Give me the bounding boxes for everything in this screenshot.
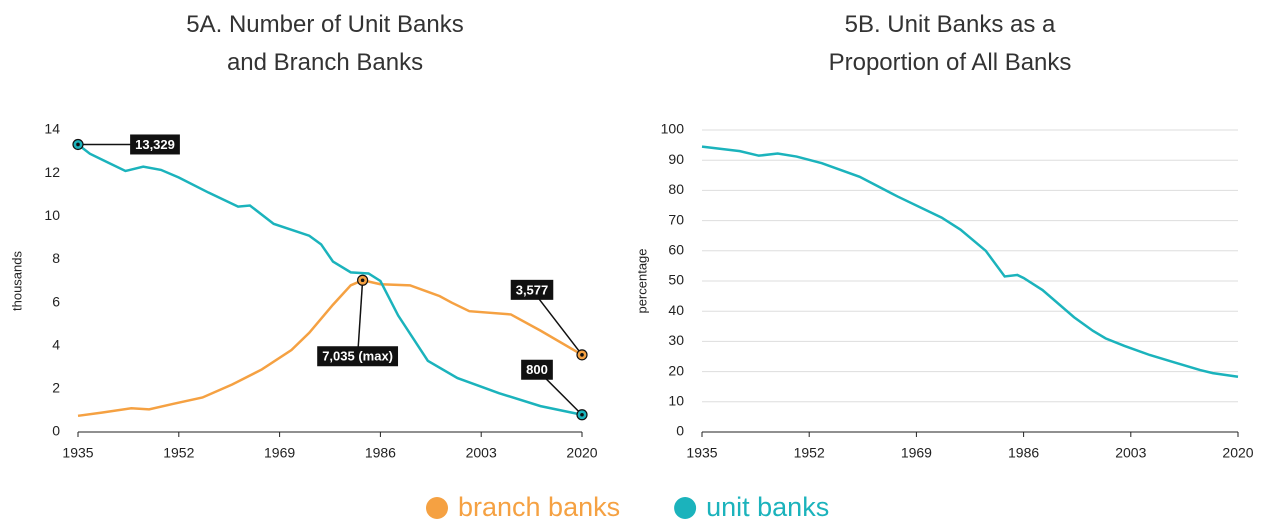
x-tick-label: 1986	[1008, 445, 1039, 461]
y-tick-label: 14	[44, 121, 60, 137]
y-tick-label: 4	[52, 336, 60, 352]
annotation-label: 13,329	[135, 137, 175, 152]
y-tick-label: 50	[668, 272, 684, 288]
data-line	[77, 143, 583, 416]
chart-title: 5B. Unit Banks as a Proportion of All Ba…	[828, 11, 1072, 76]
annotation: 800	[521, 359, 588, 421]
x-tick-label: 1935	[62, 445, 93, 461]
annotation-dot	[76, 142, 80, 147]
data-line	[701, 145, 1239, 378]
x-tick-label: 1952	[794, 445, 825, 461]
annotation-dot	[580, 353, 584, 357]
x-tick-label: 1952	[163, 445, 194, 461]
y-tick-label: 10	[44, 207, 60, 223]
y-tick-label: 10	[668, 393, 684, 409]
x-tick-label: 1935	[686, 445, 717, 461]
y-tick-label: 20	[668, 362, 684, 378]
y-tick-label: 70	[668, 211, 684, 227]
y-tick-label: 0	[676, 423, 684, 439]
annotation-dot	[360, 278, 365, 283]
y-tick-label: 6	[52, 293, 60, 309]
annotation-box	[510, 279, 554, 300]
y-axis-label: thousands	[9, 251, 24, 311]
chart-title: 5A. Number of Unit Banks and Branch Bank…	[186, 11, 464, 76]
legend-swatch	[674, 497, 697, 519]
annotation-dot	[580, 412, 584, 417]
data-line	[77, 278, 583, 418]
annotation-label: 800	[526, 362, 548, 377]
x-tick-label: 2003	[1115, 445, 1146, 461]
y-tick-label: 30	[668, 332, 684, 348]
y-tick-label: 100	[661, 121, 685, 137]
legend-label: unit banks	[706, 492, 829, 522]
y-tick-label: 2	[52, 380, 60, 396]
annotation-box	[521, 359, 553, 380]
annotation-leader	[531, 289, 583, 356]
annotation: 13,329	[72, 134, 180, 155]
y-tick-label: 90	[668, 151, 684, 167]
x-tick-label: 1969	[901, 445, 932, 461]
annotation: 7,035 (max)	[317, 274, 399, 367]
x-tick-label: 2020	[1222, 445, 1253, 461]
y-tick-label: 0	[52, 423, 60, 439]
legend-label: branch banks	[458, 492, 620, 522]
y-tick-label: 12	[44, 164, 60, 180]
annotation-label: 3,577	[516, 282, 549, 297]
y-tick-label: 8	[52, 250, 60, 266]
y-tick-label: 60	[668, 242, 684, 258]
y-tick-label: 40	[668, 302, 684, 318]
x-tick-label: 2020	[566, 445, 597, 461]
x-tick-label: 2003	[466, 445, 497, 461]
x-tick-label: 1969	[264, 445, 295, 461]
annotation-leader	[356, 280, 364, 357]
annotation: 3,577	[510, 279, 588, 361]
y-tick-label: 80	[668, 181, 684, 197]
legend-swatch	[426, 497, 448, 519]
annotation-box	[130, 134, 180, 155]
x-tick-label: 1986	[365, 445, 396, 461]
annotation-label: 7,035 (max)	[322, 349, 393, 364]
y-axis-label: percentage	[634, 248, 649, 313]
annotation-box	[317, 346, 399, 367]
